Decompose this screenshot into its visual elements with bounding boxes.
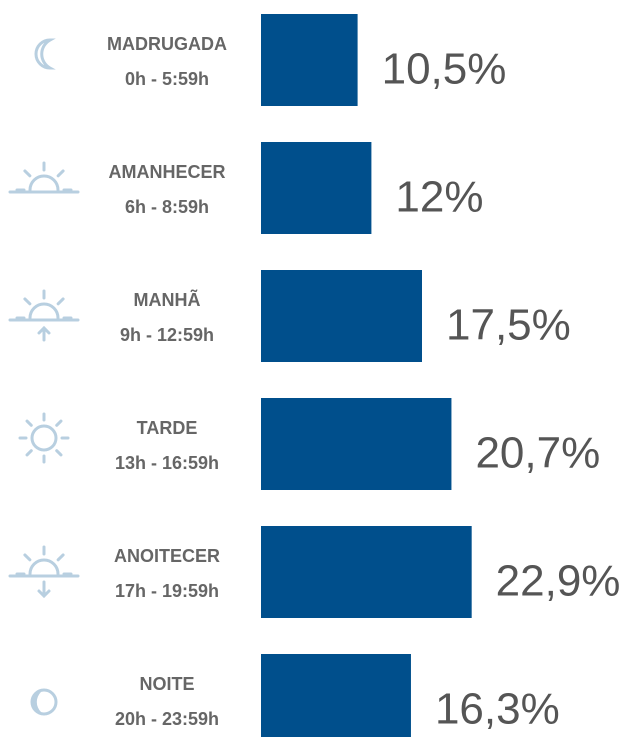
sun-rays xyxy=(18,412,70,464)
value-label: 17,5% xyxy=(446,301,571,350)
sun-rays xyxy=(8,289,80,322)
bar xyxy=(261,654,411,737)
bar xyxy=(261,142,372,234)
category-label: MADRUGADA xyxy=(107,34,227,54)
icons xyxy=(8,38,80,716)
moon-icon xyxy=(31,692,41,712)
time-range-label: 20h - 23:59h xyxy=(115,709,219,729)
sun-icon xyxy=(28,174,60,192)
sun-rays xyxy=(8,545,80,578)
sun-rays xyxy=(8,161,80,194)
arrow-up xyxy=(37,325,51,342)
time-range-label: 6h - 8:59h xyxy=(125,197,209,217)
sun-icon xyxy=(30,424,58,452)
sun-icon xyxy=(28,302,60,320)
time-range-label: 13h - 16:59h xyxy=(115,453,219,473)
value-label: 12% xyxy=(395,173,483,222)
bar xyxy=(261,270,422,362)
sun-icon xyxy=(28,558,60,576)
time-range-label: 17h - 19:59h xyxy=(115,581,219,601)
arrow-down xyxy=(37,580,51,599)
time-range-label: 9h - 12:59h xyxy=(120,325,214,345)
moon-icon xyxy=(34,38,51,70)
value-label: 22,9% xyxy=(496,557,621,606)
category-label: ANOITECER xyxy=(114,546,220,566)
category-label: TARDE xyxy=(137,418,198,438)
category-label: NOITE xyxy=(139,674,194,694)
value-label: 16,3% xyxy=(435,685,560,734)
bar xyxy=(261,398,452,490)
time-range-label: 0h - 5:59h xyxy=(125,69,209,89)
category-label: AMANHECER xyxy=(109,162,226,182)
bar xyxy=(261,14,358,106)
bar xyxy=(261,526,472,618)
value-label: 10,5% xyxy=(382,45,507,94)
category-label: MANHÃ xyxy=(134,289,201,310)
value-label: 20,7% xyxy=(475,429,600,478)
